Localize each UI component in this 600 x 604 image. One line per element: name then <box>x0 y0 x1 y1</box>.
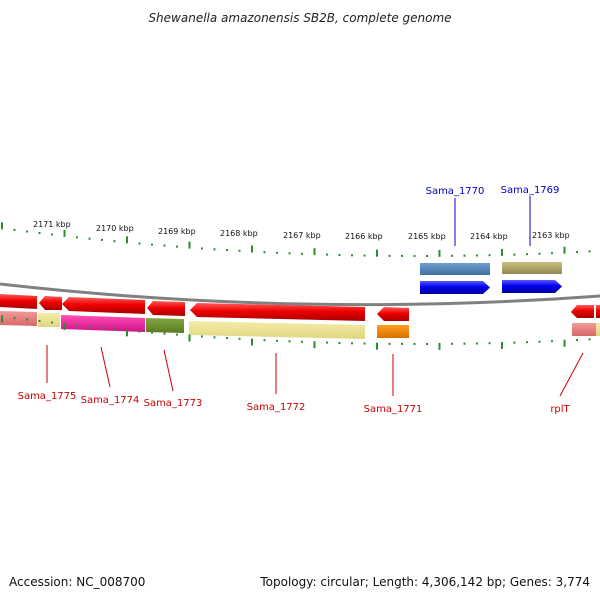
gene-arrow-sama-1775[interactable] <box>0 294 37 309</box>
map-title: Shewanella amazonensis SB2B, complete ge… <box>148 11 451 25</box>
gene-labels: Sama_1770 Sama_1769 Sama_1775 Sama_1774 … <box>18 185 571 415</box>
gene-label-sama-1774[interactable]: Sama_1774 <box>81 395 140 406</box>
cog-bar[interactable] <box>61 315 145 332</box>
gene-arrow-sama-1771[interactable] <box>190 303 365 321</box>
gene-arrow-sama-1772[interactable] <box>147 301 185 316</box>
kbp-label: 2165 kbp <box>408 232 446 241</box>
cog-bar-sama-1769[interactable] <box>502 262 562 274</box>
kbp-label: 2171 kbp <box>33 220 71 229</box>
genome-backbone <box>0 282 600 307</box>
forward-cog-track <box>420 262 562 275</box>
accession-text: Accession: NC_008700 <box>9 575 145 589</box>
callout-line-sama-1773 <box>163 349 174 392</box>
gene-label-sama-1775[interactable]: Sama_1775 <box>18 391 77 402</box>
cog-bar[interactable] <box>146 318 184 333</box>
kbp-label: 2163 kbp <box>532 231 570 240</box>
cog-bar[interactable] <box>38 313 60 327</box>
kbp-label: 2168 kbp <box>220 229 258 238</box>
kbp-label: 2164 kbp <box>470 232 508 241</box>
kbp-label: 2167 kbp <box>283 231 321 240</box>
gene-label-sama-1773[interactable]: Sama_1773 <box>144 398 203 409</box>
gene-arrow-sama-1770-rev[interactable] <box>377 307 409 321</box>
callout-line-rplt <box>559 352 584 397</box>
gene-label-sama-1771[interactable]: Sama_1771 <box>364 404 423 415</box>
cog-bar[interactable] <box>189 321 365 339</box>
gene-label-sama-1770[interactable]: Sama_1770 <box>426 186 485 197</box>
kbp-scale-labels: 2171 kbp 2170 kbp 2169 kbp 2168 kbp 2167… <box>33 220 570 241</box>
topology-text: Topology: circular; Length: 4,306,142 bp… <box>259 575 590 589</box>
callout-line-sama-1774 <box>100 346 111 388</box>
upper-tick-ring <box>1 222 591 257</box>
gene-arrow-sama-1773[interactable] <box>62 297 145 314</box>
gene-arrow-sama-1770[interactable] <box>420 281 490 294</box>
kbp-label: 2169 kbp <box>158 227 196 236</box>
gene-arrow-rplt[interactable] <box>571 305 594 318</box>
cog-bar[interactable] <box>596 323 600 336</box>
gene-label-sama-1769[interactable]: Sama_1769 <box>501 185 560 196</box>
reverse-cog-track <box>0 311 600 339</box>
cog-bar[interactable] <box>0 311 37 326</box>
forward-gene-track <box>420 280 562 294</box>
gene-arrow-sama-1769[interactable] <box>502 280 562 293</box>
cog-bar-sama-1770[interactable] <box>420 263 490 275</box>
gene-arrow-partial[interactable] <box>596 305 600 318</box>
cog-bar[interactable] <box>377 325 409 338</box>
gene-label-sama-1772[interactable]: Sama_1772 <box>247 402 306 413</box>
kbp-label: 2170 kbp <box>96 224 134 233</box>
lower-tick-ring <box>1 315 591 350</box>
kbp-label: 2166 kbp <box>345 232 383 241</box>
cog-bar[interactable] <box>572 323 596 336</box>
gene-arrow-sama-1774[interactable] <box>39 296 62 310</box>
gene-callout-lines <box>46 196 584 397</box>
reverse-gene-track <box>0 294 600 321</box>
gene-label-rplt[interactable]: rplT <box>550 404 570 415</box>
